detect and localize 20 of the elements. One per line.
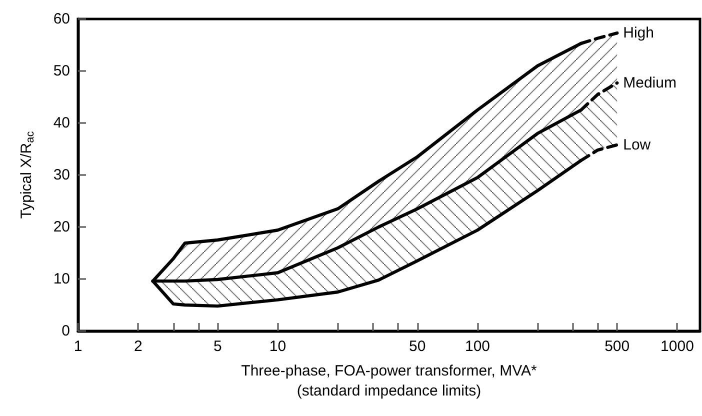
y-tick-label: 40 [53,114,70,132]
y-tick-label: 30 [53,166,70,184]
x-axis-title: Three-phase, FOA-power transformer, MVA* (standard impedance limits) [241,362,537,400]
x-tick-label: 50 [409,338,426,355]
y-tick-label: 0 [62,322,70,340]
x-tick-label: 10 [269,338,286,355]
y-tick-label: 10 [53,270,70,288]
x-tick-label: 1 [74,338,82,355]
x-tick-label: 100 [464,338,490,355]
y-tick-label: 20 [53,218,70,236]
x-tick-label: 5 [213,338,222,355]
y-axis-title: Typical X/Rac [18,130,36,219]
y-tick-label: 60 [53,10,70,28]
x-tick-label: 2 [134,338,142,355]
series-label: Medium [623,74,676,92]
series-label: Low [623,136,651,154]
x-tick-label: 500 [604,338,630,355]
y-tick-label: 50 [53,62,70,80]
series-label: High [623,24,654,42]
x-tick-label: 1000 [660,338,694,355]
